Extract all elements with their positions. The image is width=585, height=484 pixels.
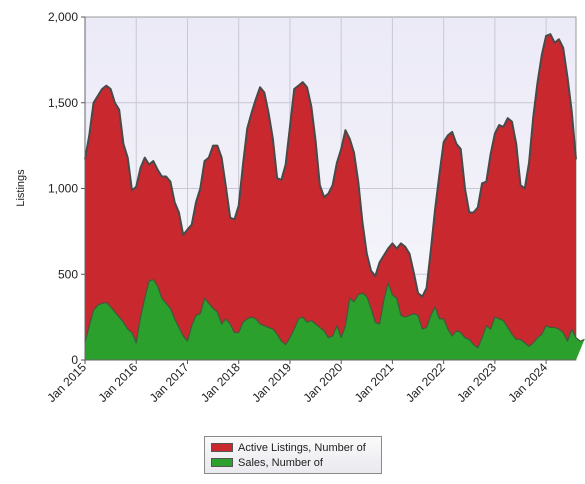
x-tick-label: Jan 2024 — [505, 360, 550, 405]
x-tick-label: Jan 2018 — [198, 360, 243, 405]
x-tick-label: Jan 2019 — [249, 360, 294, 405]
x-tick-label: Jan 2021 — [352, 360, 397, 405]
legend-label-sales: Sales, Number of — [238, 456, 323, 469]
x-tick-label: Jan 2022 — [403, 360, 448, 405]
series-layer — [84, 33, 585, 361]
series-line-sales — [84, 278, 585, 349]
series-line-active-listings — [84, 33, 577, 298]
legend-label-active-listings: Active Listings, Number of — [238, 441, 366, 454]
x-tick-label: Jan 2020 — [300, 360, 345, 405]
legend-swatch-sales — [211, 458, 233, 467]
x-tick-label: Jan 2015 — [44, 360, 89, 405]
y-axis: 0 500 1,000 1,500 2,000 — [48, 10, 86, 367]
x-tick-label: Jan 2016 — [96, 360, 141, 405]
y-tick-label: 1,500 — [48, 96, 78, 110]
y-tick-label: 500 — [58, 267, 78, 281]
series-area-sales — [85, 279, 585, 360]
legend: Active Listings, Number of Sales, Number… — [204, 436, 382, 474]
y-tick-label: 0 — [71, 353, 78, 367]
legend-item-active-listings: Active Listings, Number of — [211, 440, 381, 455]
y-tick-label: 1,000 — [48, 182, 78, 196]
y-axis-label: Listings — [15, 169, 27, 207]
x-axis: Jan 2015 Jan 2016 Jan 2017 Jan 2018 Jan 2019… — [44, 359, 576, 405]
legend-swatch-active-listings — [211, 443, 233, 452]
legend-item-sales: Sales, Number of — [211, 455, 381, 470]
x-tick-label: Jan 2023 — [454, 360, 499, 405]
series-area-active-listings — [85, 34, 576, 361]
y-tick-label: 2,000 — [48, 10, 78, 24]
x-tick-label: Jan 2017 — [147, 360, 192, 405]
